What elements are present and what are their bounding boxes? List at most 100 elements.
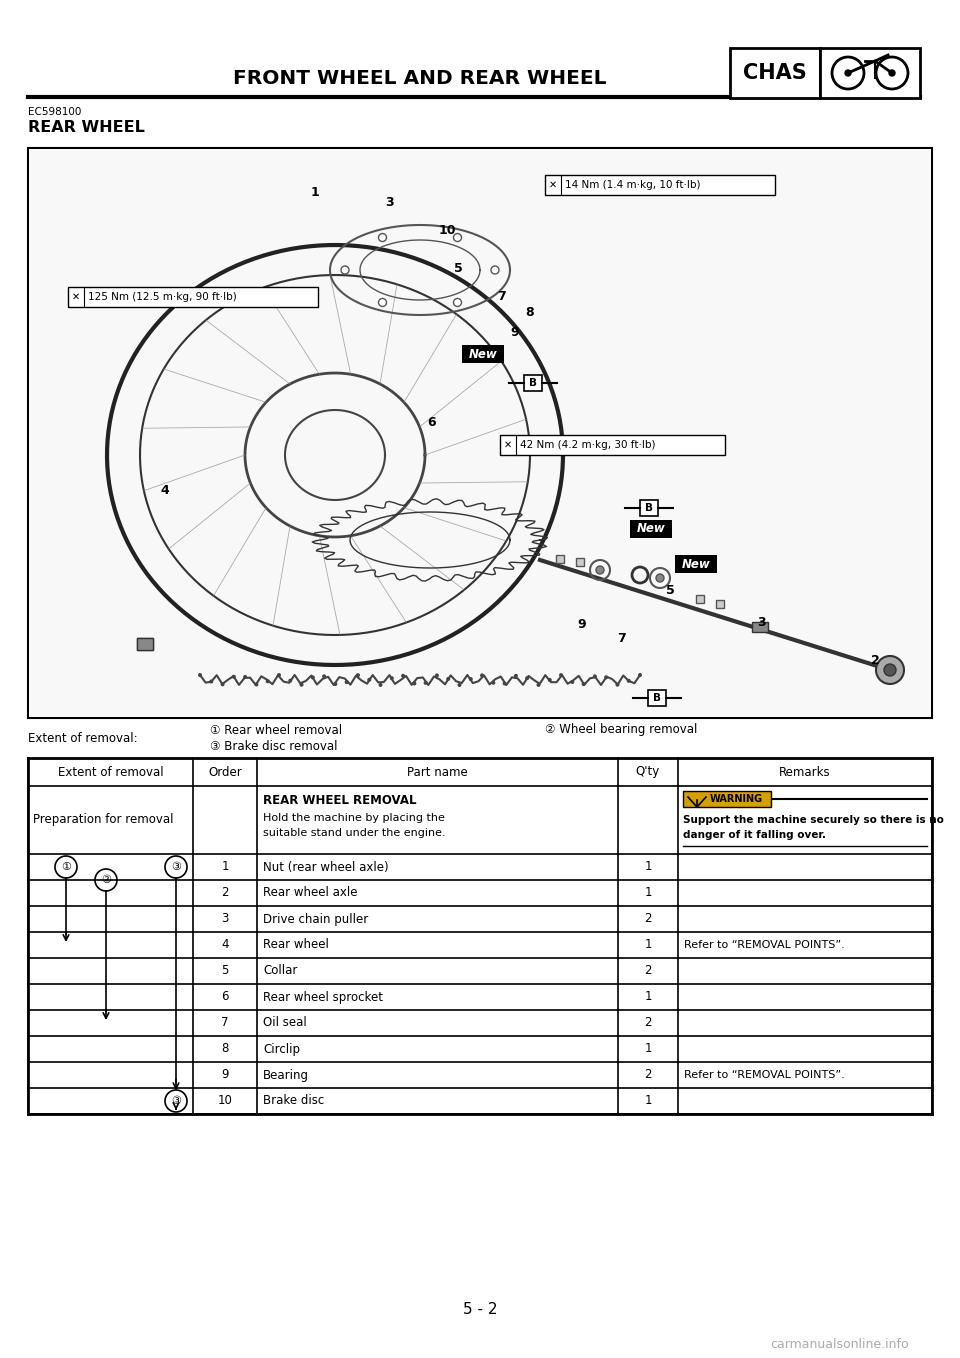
Bar xyxy=(28,148,932,718)
Bar xyxy=(137,638,153,650)
Circle shape xyxy=(596,566,604,574)
Text: Refer to “REMOVAL POINTS”.: Refer to “REMOVAL POINTS”. xyxy=(684,1070,845,1080)
Bar xyxy=(716,600,724,608)
Text: ② Wheel bearing removal: ② Wheel bearing removal xyxy=(545,724,697,736)
Text: 8: 8 xyxy=(222,1043,228,1055)
Text: WARNING: WARNING xyxy=(710,794,763,804)
Circle shape xyxy=(845,71,851,76)
Text: Rear wheel sprocket: Rear wheel sprocket xyxy=(263,990,383,1004)
Circle shape xyxy=(537,683,540,687)
Bar xyxy=(576,558,584,566)
Circle shape xyxy=(266,679,270,683)
Circle shape xyxy=(548,678,552,682)
Text: 5: 5 xyxy=(454,262,463,274)
Text: EC598100: EC598100 xyxy=(28,107,82,117)
Text: New: New xyxy=(468,348,497,360)
Text: New: New xyxy=(636,523,665,535)
Circle shape xyxy=(288,679,292,683)
Text: Drive chain puller: Drive chain puller xyxy=(263,913,369,926)
Circle shape xyxy=(492,680,495,684)
Circle shape xyxy=(311,675,315,679)
Bar xyxy=(524,375,542,391)
Text: ③: ③ xyxy=(171,1096,181,1105)
Circle shape xyxy=(638,674,642,678)
Text: 1: 1 xyxy=(644,861,652,873)
Text: 14 Nm (1.4 m·kg, 10 ft·lb): 14 Nm (1.4 m·kg, 10 ft·lb) xyxy=(565,181,701,190)
Circle shape xyxy=(453,234,462,242)
Circle shape xyxy=(468,678,472,682)
Text: 10: 10 xyxy=(439,224,456,236)
Text: Preparation for removal: Preparation for removal xyxy=(33,813,174,827)
Circle shape xyxy=(627,679,631,683)
Text: 3: 3 xyxy=(222,913,228,926)
Circle shape xyxy=(378,683,382,687)
Bar xyxy=(730,48,820,98)
Text: 42 Nm (4.2 m·kg, 30 ft·lb): 42 Nm (4.2 m·kg, 30 ft·lb) xyxy=(520,440,656,449)
Circle shape xyxy=(356,674,360,678)
Bar xyxy=(683,790,771,807)
Text: 7: 7 xyxy=(617,631,626,645)
Bar xyxy=(545,175,775,196)
Text: 4: 4 xyxy=(160,483,169,497)
Circle shape xyxy=(333,682,337,686)
Circle shape xyxy=(503,682,507,686)
Text: 125 Nm (12.5 m·kg, 90 ft·lb): 125 Nm (12.5 m·kg, 90 ft·lb) xyxy=(88,292,237,301)
Text: Brake disc: Brake disc xyxy=(263,1095,324,1108)
Circle shape xyxy=(514,674,517,678)
Bar xyxy=(29,149,931,717)
Circle shape xyxy=(300,683,303,687)
Text: carmanualsonline.info: carmanualsonline.info xyxy=(771,1339,909,1351)
Text: 1: 1 xyxy=(644,887,652,899)
Text: 9: 9 xyxy=(578,618,587,631)
Text: 5: 5 xyxy=(222,964,228,978)
Circle shape xyxy=(221,682,225,686)
Text: 2: 2 xyxy=(644,913,652,926)
Text: 3: 3 xyxy=(757,615,766,629)
Text: Rear wheel: Rear wheel xyxy=(263,938,329,952)
Bar xyxy=(752,622,768,631)
Text: New: New xyxy=(682,558,710,570)
Text: 2: 2 xyxy=(644,1017,652,1029)
Text: Refer to “REMOVAL POINTS”.: Refer to “REMOVAL POINTS”. xyxy=(684,940,845,951)
Circle shape xyxy=(390,676,394,680)
Text: 1: 1 xyxy=(221,861,228,873)
Circle shape xyxy=(401,674,405,678)
Text: Part name: Part name xyxy=(407,766,468,778)
Circle shape xyxy=(453,299,462,307)
Text: 9: 9 xyxy=(221,1069,228,1081)
Bar xyxy=(462,345,504,363)
Text: 3: 3 xyxy=(386,197,395,209)
Text: 8: 8 xyxy=(526,306,535,319)
Text: B: B xyxy=(529,378,537,388)
Circle shape xyxy=(615,683,619,687)
Text: B: B xyxy=(645,502,653,513)
Text: 2: 2 xyxy=(221,887,228,899)
Text: Collar: Collar xyxy=(263,964,298,978)
Text: 6: 6 xyxy=(221,990,228,1004)
Text: 7: 7 xyxy=(497,289,506,303)
Text: CHAS: CHAS xyxy=(743,62,806,83)
Circle shape xyxy=(232,675,236,679)
Bar xyxy=(68,287,318,307)
Circle shape xyxy=(368,678,372,682)
Text: ②: ② xyxy=(101,875,111,885)
Circle shape xyxy=(413,682,417,686)
Circle shape xyxy=(243,675,247,679)
Circle shape xyxy=(277,674,281,678)
Text: 2: 2 xyxy=(644,964,652,978)
Text: B: B xyxy=(653,693,661,703)
Circle shape xyxy=(491,266,499,274)
Text: ③: ③ xyxy=(171,862,181,872)
Text: Oil seal: Oil seal xyxy=(263,1017,307,1029)
Circle shape xyxy=(198,674,202,678)
Text: 1: 1 xyxy=(644,1043,652,1055)
Circle shape xyxy=(446,676,450,680)
Bar xyxy=(648,690,666,706)
Circle shape xyxy=(341,266,349,274)
Circle shape xyxy=(378,299,387,307)
Text: 5: 5 xyxy=(665,584,674,596)
Circle shape xyxy=(593,675,597,679)
Circle shape xyxy=(458,683,462,687)
Circle shape xyxy=(559,674,563,678)
Text: 10: 10 xyxy=(218,1095,232,1108)
